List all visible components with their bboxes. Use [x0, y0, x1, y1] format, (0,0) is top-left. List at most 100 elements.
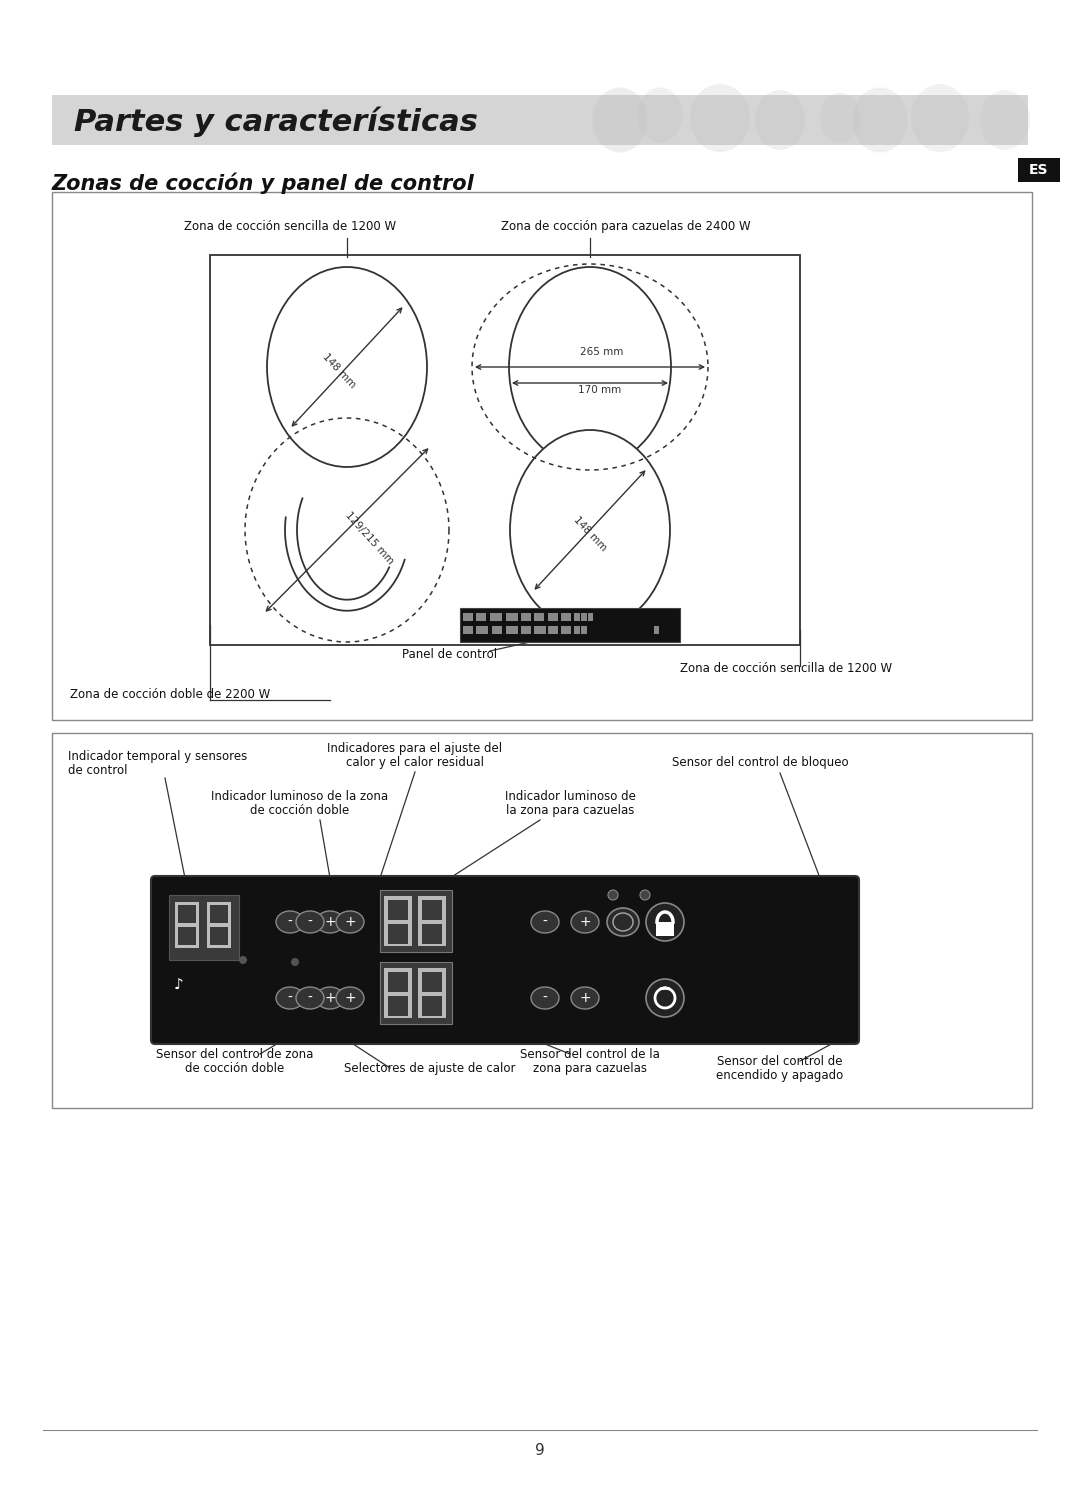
Bar: [581, 614, 588, 621]
Bar: [384, 896, 411, 947]
Ellipse shape: [336, 987, 364, 1009]
Bar: [588, 614, 593, 621]
Text: Sensor del control de bloqueo: Sensor del control de bloqueo: [672, 756, 848, 768]
Text: Sensor del control de la: Sensor del control de la: [521, 1048, 660, 1061]
Text: 9: 9: [535, 1443, 545, 1458]
Bar: [178, 905, 195, 923]
Text: +: +: [324, 915, 336, 929]
Text: 148 mm: 148 mm: [571, 514, 608, 553]
Bar: [492, 626, 502, 635]
Bar: [384, 967, 411, 1018]
Ellipse shape: [296, 987, 324, 1009]
Ellipse shape: [571, 987, 599, 1009]
Bar: [52, 733, 1032, 1109]
Bar: [388, 996, 408, 1016]
Ellipse shape: [316, 987, 345, 1009]
Ellipse shape: [912, 85, 969, 152]
Ellipse shape: [296, 911, 324, 933]
Text: 170 mm: 170 mm: [579, 385, 622, 395]
Bar: [573, 614, 580, 621]
Bar: [1018, 158, 1059, 181]
Bar: [548, 626, 558, 635]
Bar: [422, 972, 442, 993]
Text: de cocción doble: de cocción doble: [251, 804, 350, 817]
Ellipse shape: [276, 987, 303, 1009]
Ellipse shape: [571, 911, 599, 933]
Bar: [534, 614, 544, 621]
Bar: [561, 614, 571, 621]
Ellipse shape: [607, 908, 639, 936]
Ellipse shape: [316, 911, 345, 933]
Ellipse shape: [531, 987, 559, 1009]
Bar: [581, 626, 588, 635]
Bar: [573, 626, 580, 635]
Text: 265 mm: 265 mm: [580, 348, 623, 357]
Bar: [207, 902, 231, 948]
Ellipse shape: [509, 267, 671, 467]
Bar: [561, 626, 571, 635]
Bar: [422, 901, 442, 920]
Bar: [422, 996, 442, 1016]
Ellipse shape: [336, 911, 364, 933]
Text: Sensor del control de: Sensor del control de: [717, 1055, 842, 1068]
Text: ♪: ♪: [174, 978, 184, 993]
Text: Zona de cocción sencilla de 1200 W: Zona de cocción sencilla de 1200 W: [184, 220, 396, 233]
Text: de cocción doble: de cocción doble: [186, 1062, 285, 1074]
Bar: [52, 95, 1028, 146]
Ellipse shape: [510, 429, 670, 630]
Bar: [380, 890, 453, 953]
Bar: [388, 901, 408, 920]
Bar: [388, 972, 408, 993]
Text: 129/215 mm: 129/215 mm: [343, 510, 395, 566]
Text: -: -: [542, 915, 548, 929]
Ellipse shape: [640, 890, 650, 901]
Text: +: +: [579, 915, 591, 929]
Text: Partes y características: Partes y características: [75, 107, 477, 137]
Text: Indicador luminoso de: Indicador luminoso de: [504, 791, 635, 802]
Bar: [656, 921, 674, 936]
Bar: [476, 614, 486, 621]
Text: -: -: [287, 915, 293, 929]
Bar: [521, 614, 531, 621]
Ellipse shape: [239, 955, 247, 964]
Bar: [521, 626, 531, 635]
Ellipse shape: [637, 88, 683, 143]
Bar: [507, 626, 518, 635]
Ellipse shape: [646, 903, 684, 941]
Text: de control: de control: [68, 764, 127, 777]
Text: zona para cazuelas: zona para cazuelas: [534, 1062, 647, 1074]
Ellipse shape: [646, 979, 684, 1016]
Text: Panel de control: Panel de control: [403, 648, 498, 661]
Ellipse shape: [608, 890, 618, 901]
Text: Selectores de ajuste de calor: Selectores de ajuste de calor: [345, 1062, 516, 1074]
Text: Zonas de cocción y panel de control: Zonas de cocción y panel de control: [52, 172, 475, 193]
Text: -: -: [308, 915, 312, 929]
Text: ES: ES: [1029, 163, 1049, 177]
Text: -: -: [287, 991, 293, 1005]
Bar: [507, 614, 518, 621]
Bar: [463, 614, 473, 621]
Text: 148 mm: 148 mm: [321, 352, 357, 391]
Bar: [178, 927, 195, 945]
FancyBboxPatch shape: [151, 877, 859, 1045]
Bar: [490, 614, 502, 621]
Ellipse shape: [980, 91, 1030, 150]
Bar: [168, 895, 239, 960]
Ellipse shape: [267, 267, 427, 467]
Text: Indicador luminoso de la zona: Indicador luminoso de la zona: [212, 791, 389, 802]
Bar: [418, 967, 446, 1018]
Ellipse shape: [755, 91, 805, 150]
Text: -: -: [542, 991, 548, 1005]
Bar: [548, 614, 558, 621]
Ellipse shape: [593, 88, 648, 153]
Ellipse shape: [291, 958, 299, 966]
Ellipse shape: [820, 94, 860, 143]
Ellipse shape: [531, 911, 559, 933]
Bar: [380, 961, 453, 1024]
Bar: [476, 626, 488, 635]
Text: -: -: [308, 991, 312, 1005]
Bar: [654, 626, 659, 635]
Bar: [52, 192, 1032, 721]
Ellipse shape: [690, 85, 750, 152]
Bar: [210, 927, 228, 945]
